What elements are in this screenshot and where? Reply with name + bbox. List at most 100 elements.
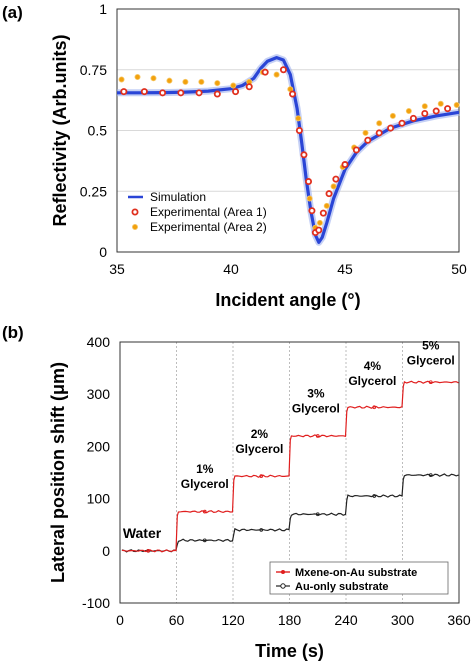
- area1-point: [308, 207, 316, 215]
- legend-simulation-label: Simulation: [150, 190, 206, 204]
- annotation-percent: 4%: [364, 359, 382, 373]
- x-tick-label: 180: [278, 612, 302, 628]
- area1-point: [120, 88, 128, 96]
- area1-point: [245, 83, 253, 91]
- area2-point: [362, 129, 369, 136]
- area1-point: [232, 88, 240, 96]
- legend-area1-label: Experimental (Area 1): [150, 205, 267, 219]
- legend-area1-swatch: [131, 208, 139, 216]
- x-axis-label: Time (s): [255, 641, 324, 661]
- au-only-step-marker: [259, 528, 264, 532]
- area2-point: [230, 82, 237, 89]
- mxene-step-marker: [202, 509, 207, 514]
- area2-point: [214, 80, 221, 87]
- area2-point: [316, 219, 323, 226]
- area1-point: [159, 89, 167, 97]
- annotation-glycerol: Glycerol: [407, 353, 455, 367]
- y-tick-label: 0: [102, 543, 110, 559]
- area1-point: [421, 109, 429, 117]
- area2-point: [150, 75, 157, 82]
- au-only-step-marker: [315, 512, 320, 517]
- x-tick-label: 300: [391, 612, 415, 628]
- area1-point: [387, 124, 395, 132]
- area2-point: [273, 71, 280, 78]
- area2-point: [134, 74, 141, 81]
- area2-point: [182, 78, 189, 85]
- mxene-step-marker: [372, 405, 377, 410]
- area2-point: [198, 78, 205, 85]
- area2-point: [306, 195, 313, 202]
- annotation-percent: 3%: [307, 386, 325, 400]
- legend-area2-label: Experimental (Area 2): [150, 220, 267, 234]
- area2-point: [323, 202, 330, 209]
- x-tick-label: 50: [451, 261, 467, 277]
- y-tick-label: 0.75: [80, 62, 107, 78]
- au-only-line: [121, 473, 459, 553]
- annotation-percent: 1%: [196, 462, 214, 476]
- area1-point: [140, 88, 148, 96]
- area1-point: [289, 90, 297, 98]
- area1-point: [319, 209, 327, 217]
- area1-point: [409, 114, 417, 122]
- legend-box: [269, 561, 449, 595]
- panel-label-a: (a): [2, 3, 23, 22]
- area1-point: [261, 68, 269, 76]
- au-only-step-marker: [372, 494, 377, 498]
- panel-label-b: (b): [2, 323, 24, 342]
- x-tick-label: 0: [116, 612, 124, 628]
- area1-point: [295, 127, 303, 135]
- area2-point: [421, 103, 428, 110]
- y-tick-label: 400: [87, 334, 111, 350]
- annotation-glycerol: Glycerol: [292, 401, 340, 415]
- y-tick-label: 0.5: [88, 123, 108, 139]
- x-tick-label: 45: [337, 261, 353, 277]
- area1-point: [177, 89, 185, 97]
- legend-area2-swatch: [131, 223, 138, 230]
- area1-point: [432, 107, 440, 115]
- area2-point: [295, 115, 302, 122]
- area1-point: [195, 89, 203, 97]
- mxene-step-marker: [315, 434, 320, 438]
- area1-point: [213, 90, 221, 98]
- y-axis-label: Lateral position shift (μm): [48, 362, 68, 583]
- legend-mxene-label: Mxene-on-Au substrate: [295, 567, 417, 579]
- legend-au-swatch-marker: [280, 583, 286, 589]
- area2-point: [389, 112, 396, 119]
- area1-point: [375, 129, 383, 137]
- y-tick-label: 1: [99, 1, 107, 17]
- plot-frame: [116, 8, 460, 253]
- plot-frame: [119, 341, 460, 604]
- y-tick-label: 200: [87, 438, 111, 454]
- x-tick-label: 35: [109, 261, 125, 277]
- annotation-glycerol: Glycerol: [181, 477, 229, 491]
- x-tick-label: 360: [447, 612, 471, 628]
- y-tick-label: 0: [99, 244, 107, 260]
- area2-point: [453, 101, 460, 108]
- area1-point: [444, 105, 452, 113]
- mxene-line: [121, 380, 459, 553]
- mxene-step-marker: [428, 380, 433, 385]
- x-tick-label: 40: [223, 261, 239, 277]
- area1-point: [332, 175, 340, 183]
- area1-point: [341, 161, 349, 169]
- area1-point: [325, 190, 333, 198]
- area2-point: [330, 183, 337, 190]
- area2-point: [405, 108, 412, 115]
- x-axis-label: Incident angle (°): [215, 290, 360, 310]
- au-only-step-marker: [428, 473, 433, 477]
- mxene-step-marker: [259, 474, 264, 479]
- annotation-glycerol: Glycerol: [348, 374, 396, 388]
- area1-point: [364, 136, 372, 144]
- au-only-step-marker: [202, 538, 207, 543]
- area2-point: [376, 120, 383, 127]
- area1-point: [315, 226, 323, 234]
- y-tick-label: 100: [87, 491, 111, 507]
- area2-point: [118, 76, 125, 83]
- y-axis-label: Reflectivity (Arb.units): [50, 34, 70, 226]
- y-tick-label: 300: [87, 386, 111, 402]
- annotation-percent: 2%: [251, 427, 269, 441]
- area2-point: [437, 100, 444, 107]
- y-tick-label: 0.25: [80, 183, 107, 199]
- annotation-water: Water: [123, 525, 162, 541]
